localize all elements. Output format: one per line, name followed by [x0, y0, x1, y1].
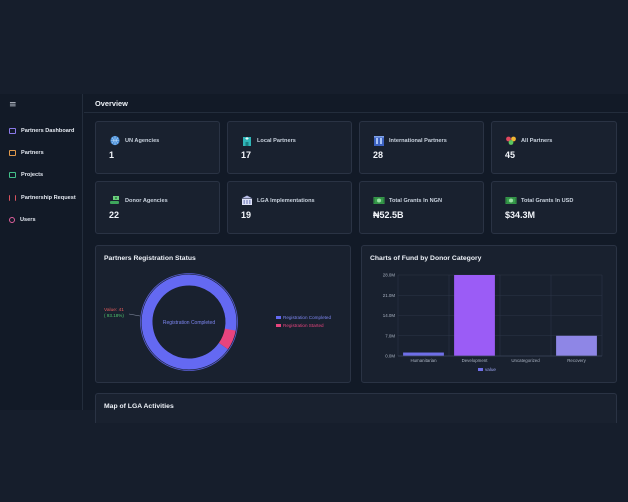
sidebar-item-partners-dashboard[interactable]: Partners Dashboard: [9, 125, 74, 137]
legend-item-completed[interactable]: Registration Completed: [276, 315, 331, 320]
stat-value: ₦52.5B: [373, 210, 404, 220]
dollar-icon: [505, 195, 517, 206]
globe-icon: [109, 135, 121, 146]
users-icon: [9, 217, 15, 223]
panel-title: Map of LGA Activities: [104, 403, 174, 410]
partners-star-icon: [505, 135, 517, 146]
sidebar-item-label: Partners: [21, 150, 44, 156]
stat-value: 17: [241, 150, 252, 160]
panel-title: Charts of Fund by Donor Category: [370, 255, 482, 262]
registration-status-panel: Partners Registration Status Registratio…: [95, 245, 351, 383]
sidebar-item-partnership-request[interactable]: Partnership Request: [9, 192, 76, 204]
panel-title: Partners Registration Status: [104, 255, 196, 262]
stat-card-lga-implementations[interactable]: LGA Implementations 19: [227, 181, 352, 234]
map-panel: Map of LGA Activities: [95, 393, 617, 423]
main-content: Overview UN Agencies 1 Local Partners 17…: [84, 94, 628, 423]
y-tick-label: 14.0M: [383, 313, 396, 318]
registration-donut-chart: Registration Completed Value: 41 ( 93.18…: [104, 273, 238, 371]
stat-label: UN Agencies: [125, 138, 160, 144]
menu-toggle-icon[interactable]: ≡: [9, 100, 17, 110]
stat-card-total-grants-ngn[interactable]: Total Grants In NGN ₦52.5B: [359, 181, 484, 234]
bar: [556, 335, 597, 356]
bar: [454, 275, 495, 356]
stat-card-donor-agencies[interactable]: Donor Agencies 22: [95, 181, 220, 234]
request-icon: [9, 195, 16, 201]
fund-chart-panel: Charts of Fund by Donor Category 0.0M 7.0…: [361, 245, 617, 383]
stat-value: 22: [109, 210, 120, 220]
stat-value: 19: [241, 210, 252, 220]
y-tick-label: 0.0M: [385, 354, 395, 359]
x-tick-label: Humanitarian: [410, 358, 437, 363]
app-window: ≡ Partners Dashboard Partners Projects P…: [0, 94, 628, 423]
y-tick-label: 7.0M: [385, 333, 395, 338]
x-tick-label: Development: [462, 358, 489, 363]
y-tick-label: 28.0M: [383, 273, 396, 278]
sidebar-item-label: Partners Dashboard: [21, 128, 75, 134]
sidebar-item-label: Projects: [21, 172, 44, 178]
page-title: Overview: [95, 99, 128, 108]
stat-label: Total Grants In USD: [521, 198, 574, 204]
stat-label: LGA Implementations: [257, 198, 315, 204]
legend-label: Registration Started: [283, 323, 324, 328]
stat-card-local-partners[interactable]: Local Partners 17: [227, 121, 352, 174]
x-tick-label: Recovery: [567, 358, 586, 363]
partners-icon: [9, 150, 16, 156]
stat-value: 1: [109, 150, 115, 160]
sidebar-item-projects[interactable]: Projects: [9, 169, 43, 181]
sidebar-item-users[interactable]: Users: [9, 214, 36, 226]
callout-leader-line: [128, 313, 141, 317]
legend-swatch: [478, 368, 483, 371]
stat-label: Total Grants In NGN: [389, 198, 443, 204]
chart-legend[interactable]: value: [478, 367, 496, 372]
x-tick-label: Uncategorized: [511, 358, 540, 363]
y-tick-label: 21.0M: [383, 293, 396, 298]
sidebar-item-partners[interactable]: Partners: [9, 147, 44, 159]
overview-header: Overview: [84, 94, 628, 113]
stat-card-all-partners[interactable]: All Partners 45: [491, 121, 617, 174]
building-icon: [373, 135, 385, 146]
stat-value: 45: [505, 150, 516, 160]
stat-card-total-grants-usd[interactable]: Total Grants In USD $34.3M: [491, 181, 617, 234]
legend-label: Registration Completed: [283, 315, 332, 320]
stat-card-international-partners[interactable]: International Partners 28: [359, 121, 484, 174]
legend-swatch: [276, 316, 281, 319]
dashboard-icon: [9, 128, 16, 134]
projects-icon: [9, 172, 16, 178]
callout-percent: ( 93.18%): [104, 313, 124, 318]
donut-outer-ring: [140, 273, 238, 371]
money-icon: [373, 195, 385, 206]
sidebar-item-label: Users: [20, 217, 36, 223]
stat-label: Local Partners: [257, 138, 296, 144]
stat-card-un-agencies[interactable]: UN Agencies 1: [95, 121, 220, 174]
donut-center-label: Registration Completed: [163, 320, 215, 326]
legend-swatch: [276, 324, 281, 327]
legend-item-started[interactable]: Registration Started: [276, 323, 324, 328]
sidebar: ≡ Partners Dashboard Partners Projects P…: [0, 94, 83, 410]
stat-value: $34.3M: [505, 210, 536, 220]
sidebar-item-label: Partnership Request: [21, 195, 76, 201]
hospital-icon: [241, 135, 253, 146]
stat-value: 28: [373, 150, 384, 160]
legend-label: value: [485, 367, 496, 372]
stat-label: All Partners: [521, 138, 553, 144]
fund-bar-chart: 0.0M 7.0M 14.0M 21.0M 28.0M Humanitarian Devel…: [383, 273, 603, 363]
bar: [403, 352, 444, 356]
government-building-icon: [241, 195, 253, 206]
callout-value: Value: 41: [104, 307, 124, 313]
donor-hand-icon: [109, 195, 121, 206]
stat-label: Donor Agencies: [125, 198, 168, 204]
stat-label: International Partners: [389, 138, 447, 144]
